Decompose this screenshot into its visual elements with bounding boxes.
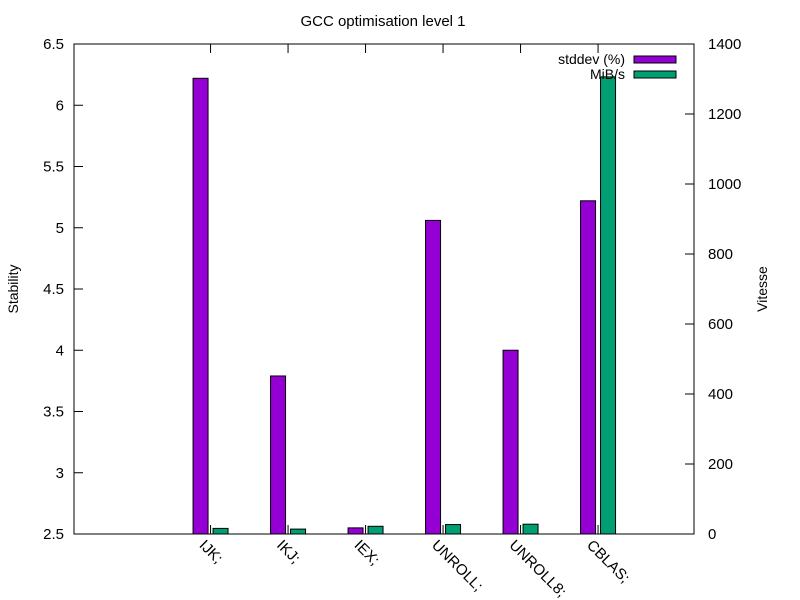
legend-swatch bbox=[633, 70, 677, 79]
right-tick-label: 1000 bbox=[708, 176, 741, 193]
y2-axis-label: Vitesse bbox=[754, 266, 770, 312]
x-tick-label: UNROLL; bbox=[428, 537, 486, 595]
bar-mibs-4 bbox=[522, 523, 539, 535]
left-tick-label: 6 bbox=[56, 97, 64, 114]
bar-mibs-1 bbox=[290, 528, 307, 535]
right-tick-label: 1200 bbox=[708, 106, 741, 123]
chart-title: GCC optimisation level 1 bbox=[300, 13, 465, 30]
x-tick-label: IKJ; bbox=[273, 537, 303, 567]
bar-mibs-0 bbox=[212, 527, 229, 535]
legend-label: MiB/s bbox=[590, 66, 625, 82]
bar-mibs-2 bbox=[367, 525, 384, 535]
right-tick-label: 600 bbox=[708, 316, 733, 333]
bar-stddev-2 bbox=[347, 527, 364, 535]
left-tick-label: 3 bbox=[56, 465, 64, 482]
left-tick-label: 4.5 bbox=[43, 281, 64, 298]
right-tick-label: 0 bbox=[708, 526, 716, 543]
right-tick-label: 800 bbox=[708, 246, 733, 263]
left-tick-label: 5 bbox=[56, 220, 64, 237]
bar-stddev-3 bbox=[425, 219, 442, 535]
bar-stddev-5 bbox=[580, 200, 597, 535]
left-tick-label: 5.5 bbox=[43, 159, 64, 176]
right-tick-label: 400 bbox=[708, 386, 733, 403]
left-tick-label: 6.5 bbox=[43, 36, 64, 53]
right-tick-label: 1400 bbox=[708, 36, 741, 53]
right-axis: 0 200 400 600 800 1000 1200 1400 bbox=[685, 36, 741, 543]
left-axis: 2.5 3 3.5 4 4.5 5 5.5 6 6.5 bbox=[43, 36, 83, 543]
bars bbox=[192, 76, 617, 535]
bar-stddev-1 bbox=[270, 375, 287, 535]
bar-mibs-3 bbox=[445, 524, 462, 535]
x-tick-label: IJK; bbox=[196, 537, 226, 567]
x-tick-label: IEX; bbox=[351, 537, 383, 569]
x-tick-label: UNROLL8; bbox=[506, 537, 570, 600]
bar-mibs-5 bbox=[600, 76, 617, 535]
left-tick-label: 3.5 bbox=[43, 404, 64, 421]
legend-label: stddev (%) bbox=[558, 51, 625, 67]
x-tick-label: CBLAS; bbox=[583, 537, 633, 587]
bar-stddev-4 bbox=[502, 349, 519, 535]
y-axis-label: Stability bbox=[5, 264, 21, 313]
bar-stddev-0 bbox=[192, 77, 209, 535]
left-tick-label: 2.5 bbox=[43, 526, 64, 543]
legend: stddev (%)MiB/s bbox=[558, 51, 677, 82]
right-tick-label: 200 bbox=[708, 456, 733, 473]
x-axis: IJK; IKJ; IEX; UNROLL; UNROLL8; CBLAS; bbox=[196, 44, 633, 600]
left-tick-label: 4 bbox=[56, 342, 64, 359]
legend-swatch bbox=[633, 55, 677, 64]
